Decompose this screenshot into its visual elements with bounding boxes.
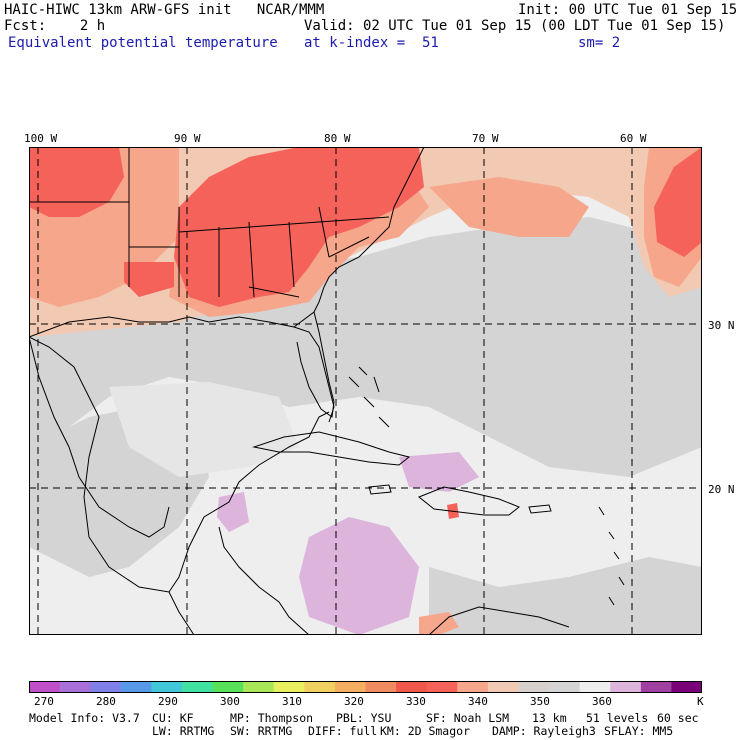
lat-label-30n: 30 N (708, 319, 735, 332)
cb-label-360: 360 (592, 695, 612, 708)
cb-label-320: 320 (344, 695, 364, 708)
lavender-central (217, 492, 249, 532)
cb-label-330: 330 (406, 695, 426, 708)
colorbar-swatch (120, 681, 152, 693)
lesser-antilles (598, 506, 625, 606)
colorbar-swatch (304, 681, 336, 693)
mexico (29, 336, 170, 538)
colorbar-swatch (396, 681, 428, 693)
resolution: 13 km (532, 711, 567, 725)
colorbar-swatch (610, 681, 642, 693)
map-frame (29, 147, 702, 635)
colorbar-swatch (273, 681, 305, 693)
lw-scheme: LW: RRTMG (152, 724, 215, 738)
colorbar-swatch (59, 681, 91, 693)
red-southeast (174, 147, 424, 307)
sf-scheme: SF: Noah LSM (426, 711, 510, 725)
vertical-levels: 51 levels (586, 711, 649, 725)
cb-label-290: 290 (158, 695, 178, 708)
colorbar-swatch (518, 681, 550, 693)
florida-pen (296, 311, 335, 418)
pbl-scheme: PBL: YSU (336, 711, 392, 725)
model-info: Model Info: V3.7 (29, 711, 140, 725)
damp-scheme: DAMP: Rayleigh3 (492, 724, 596, 738)
red-atlantic-east (654, 147, 702, 257)
lavender-hispaniola (399, 452, 479, 492)
colorbar-swatch (457, 681, 489, 693)
colorbar-swatch (365, 681, 397, 693)
colorbar-swatch (487, 681, 519, 693)
central-america (168, 526, 310, 635)
smoothing: sm= 2 (578, 35, 621, 51)
puerto-rico (528, 504, 552, 514)
cb-unit: K (697, 695, 704, 708)
colorbar-swatch (151, 681, 183, 693)
diff-scheme: DIFF: full (308, 724, 378, 738)
valid-time: Valid: 02 UTC Tue 01 Sep 15 (00 LDT Tue … (304, 18, 726, 34)
colorbar-swatch (640, 681, 672, 693)
red-arklatex (124, 262, 174, 297)
lon-label-80w: 80 W (324, 132, 351, 145)
colorbar-swatch (29, 681, 61, 693)
ocean-gray-south (429, 557, 702, 635)
sflay-scheme: SFLAY: MM5 (604, 724, 674, 738)
colorbar-swatch (579, 681, 611, 693)
colorbar (29, 681, 702, 693)
level-index: at k-index = 51 (304, 35, 439, 51)
colorbar-swatch (212, 681, 244, 693)
cb-label-280: 280 (96, 695, 116, 708)
cb-label-340: 340 (468, 695, 488, 708)
cb-label-300: 300 (220, 695, 240, 708)
colorbar-swatch (671, 681, 702, 693)
model-title: HAIC-HIWC 13km ARW-GFS init NCAR/MMM (4, 2, 325, 18)
colorbar-swatch (181, 681, 214, 693)
colorbar-swatch (334, 681, 366, 693)
salmon-atlantic (429, 177, 589, 237)
theta-e-map (29, 147, 702, 635)
cu-scheme: CU: KF (152, 711, 194, 725)
cuba (252, 431, 411, 466)
lat-label-20n: 20 N (708, 483, 735, 496)
latlon-grid (29, 147, 702, 635)
bahamas (348, 366, 390, 428)
forecast-hour: Fcst: 2 h (4, 18, 106, 34)
mp-scheme: MP: Thompson (230, 711, 314, 725)
south-america (428, 606, 570, 635)
cb-label-310: 310 (282, 695, 302, 708)
field-name: Equivalent potential temperature (8, 35, 278, 51)
lon-label-90w: 90 W (174, 132, 201, 145)
jamaica (368, 484, 392, 495)
lavender-caribbean (299, 517, 419, 635)
init-time: Init: 00 UTC Tue 01 Sep 15 (518, 2, 738, 18)
coastlines (29, 147, 625, 635)
cb-label-270: 270 (34, 695, 54, 708)
km-scheme: KM: 2D Smagor (380, 724, 471, 738)
time-step: 60 sec (657, 711, 699, 725)
hispaniola (418, 486, 520, 516)
lon-label-70w: 70 W (472, 132, 499, 145)
sw-scheme: SW: RRTMG (230, 724, 293, 738)
state-borders (29, 147, 390, 298)
florida (293, 147, 425, 328)
red-south (419, 612, 459, 635)
colorbar-swatch (243, 681, 275, 693)
lon-label-60w: 60 W (620, 132, 647, 145)
colorbar-swatch (549, 681, 581, 693)
colorbar-frame (29, 681, 702, 693)
red-texas (29, 147, 124, 217)
lon-label-100w: 100 W (24, 132, 58, 145)
colorbar-swatch (90, 681, 122, 693)
colorbar-swatch (426, 681, 458, 693)
gulf-light (109, 382, 299, 477)
cb-label-350: 350 (530, 695, 550, 708)
